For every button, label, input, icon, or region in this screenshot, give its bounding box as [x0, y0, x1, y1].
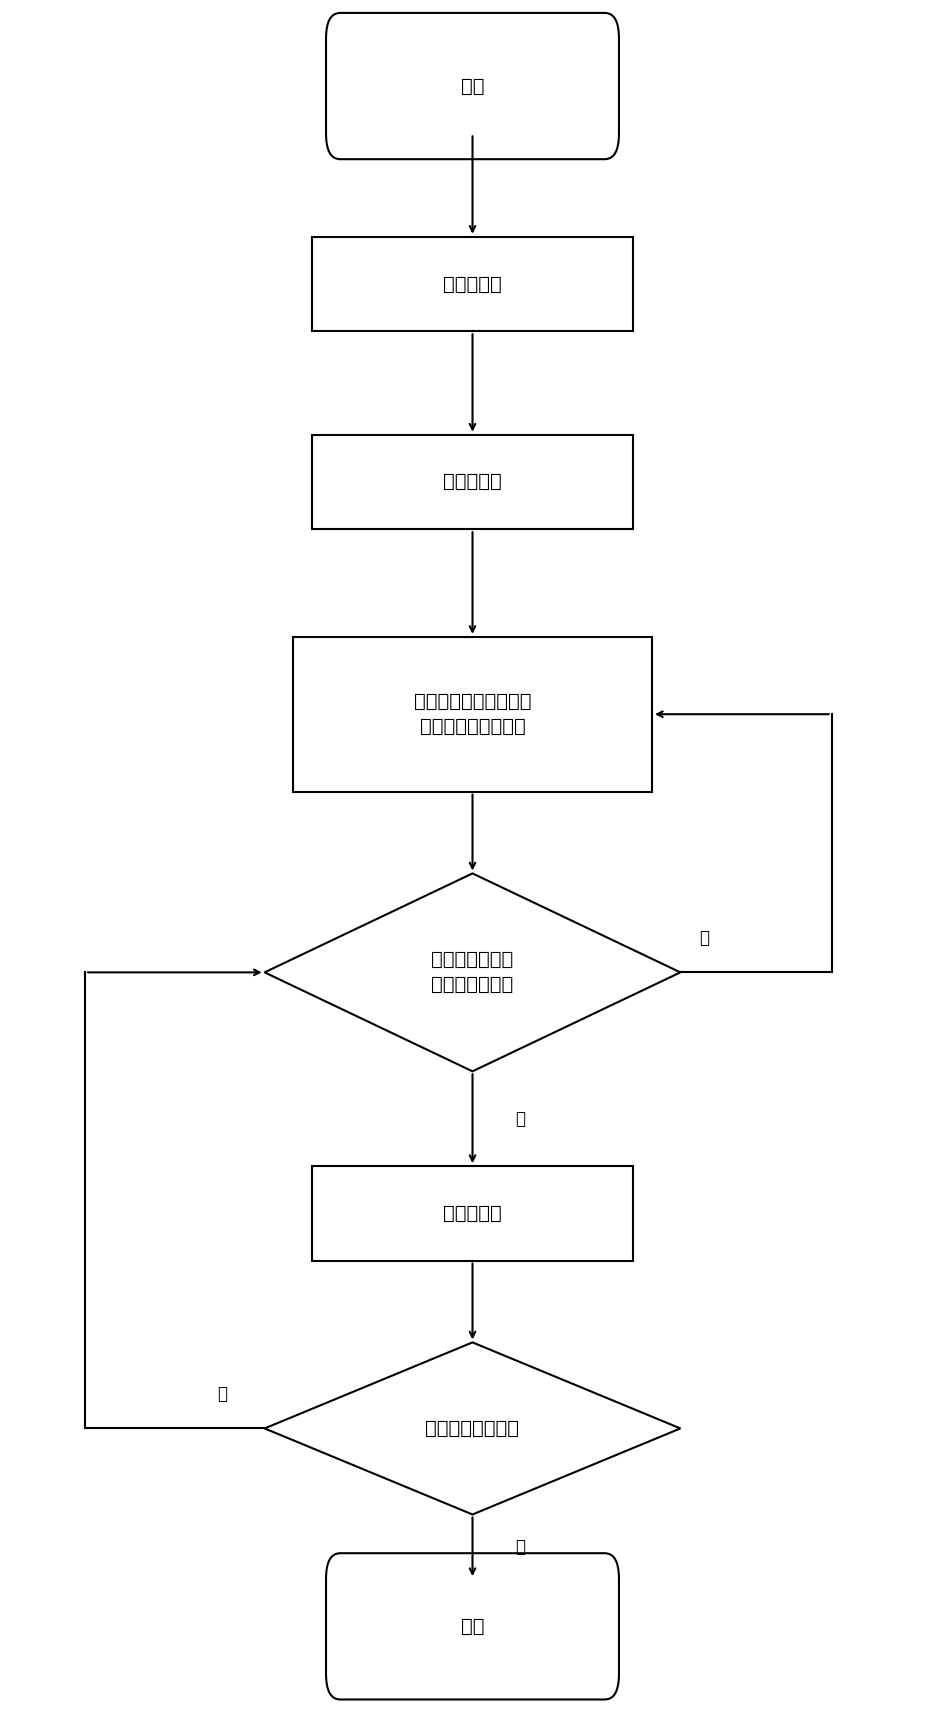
FancyBboxPatch shape [312, 435, 632, 530]
FancyBboxPatch shape [326, 14, 618, 160]
Text: 相似日样本: 相似日样本 [443, 1203, 501, 1224]
Text: 是: 是 [514, 1539, 525, 1556]
FancyBboxPatch shape [326, 1552, 618, 1700]
Text: 开始: 开始 [461, 76, 483, 96]
Text: 否: 否 [217, 1385, 227, 1403]
Polygon shape [264, 874, 680, 1070]
Text: 判断气象因素是
否在同一范围？: 判断气象因素是 否在同一范围？ [430, 950, 514, 995]
Text: 日类型归类: 日类型归类 [443, 472, 501, 492]
Text: 是: 是 [514, 1110, 525, 1127]
Text: 选定预测日: 选定预测日 [443, 274, 501, 294]
Polygon shape [264, 1342, 680, 1514]
FancyBboxPatch shape [312, 1167, 632, 1260]
FancyBboxPatch shape [293, 637, 651, 792]
Text: 结束: 结束 [461, 1616, 483, 1637]
Text: 月份类型归类，得到不
同月份气象影响因素: 月份类型归类，得到不 同月份气象影响因素 [413, 692, 531, 737]
FancyBboxPatch shape [312, 236, 632, 330]
Text: 相似日样本足够？: 相似日样本足够？ [425, 1418, 519, 1439]
Text: 否: 否 [699, 929, 709, 947]
